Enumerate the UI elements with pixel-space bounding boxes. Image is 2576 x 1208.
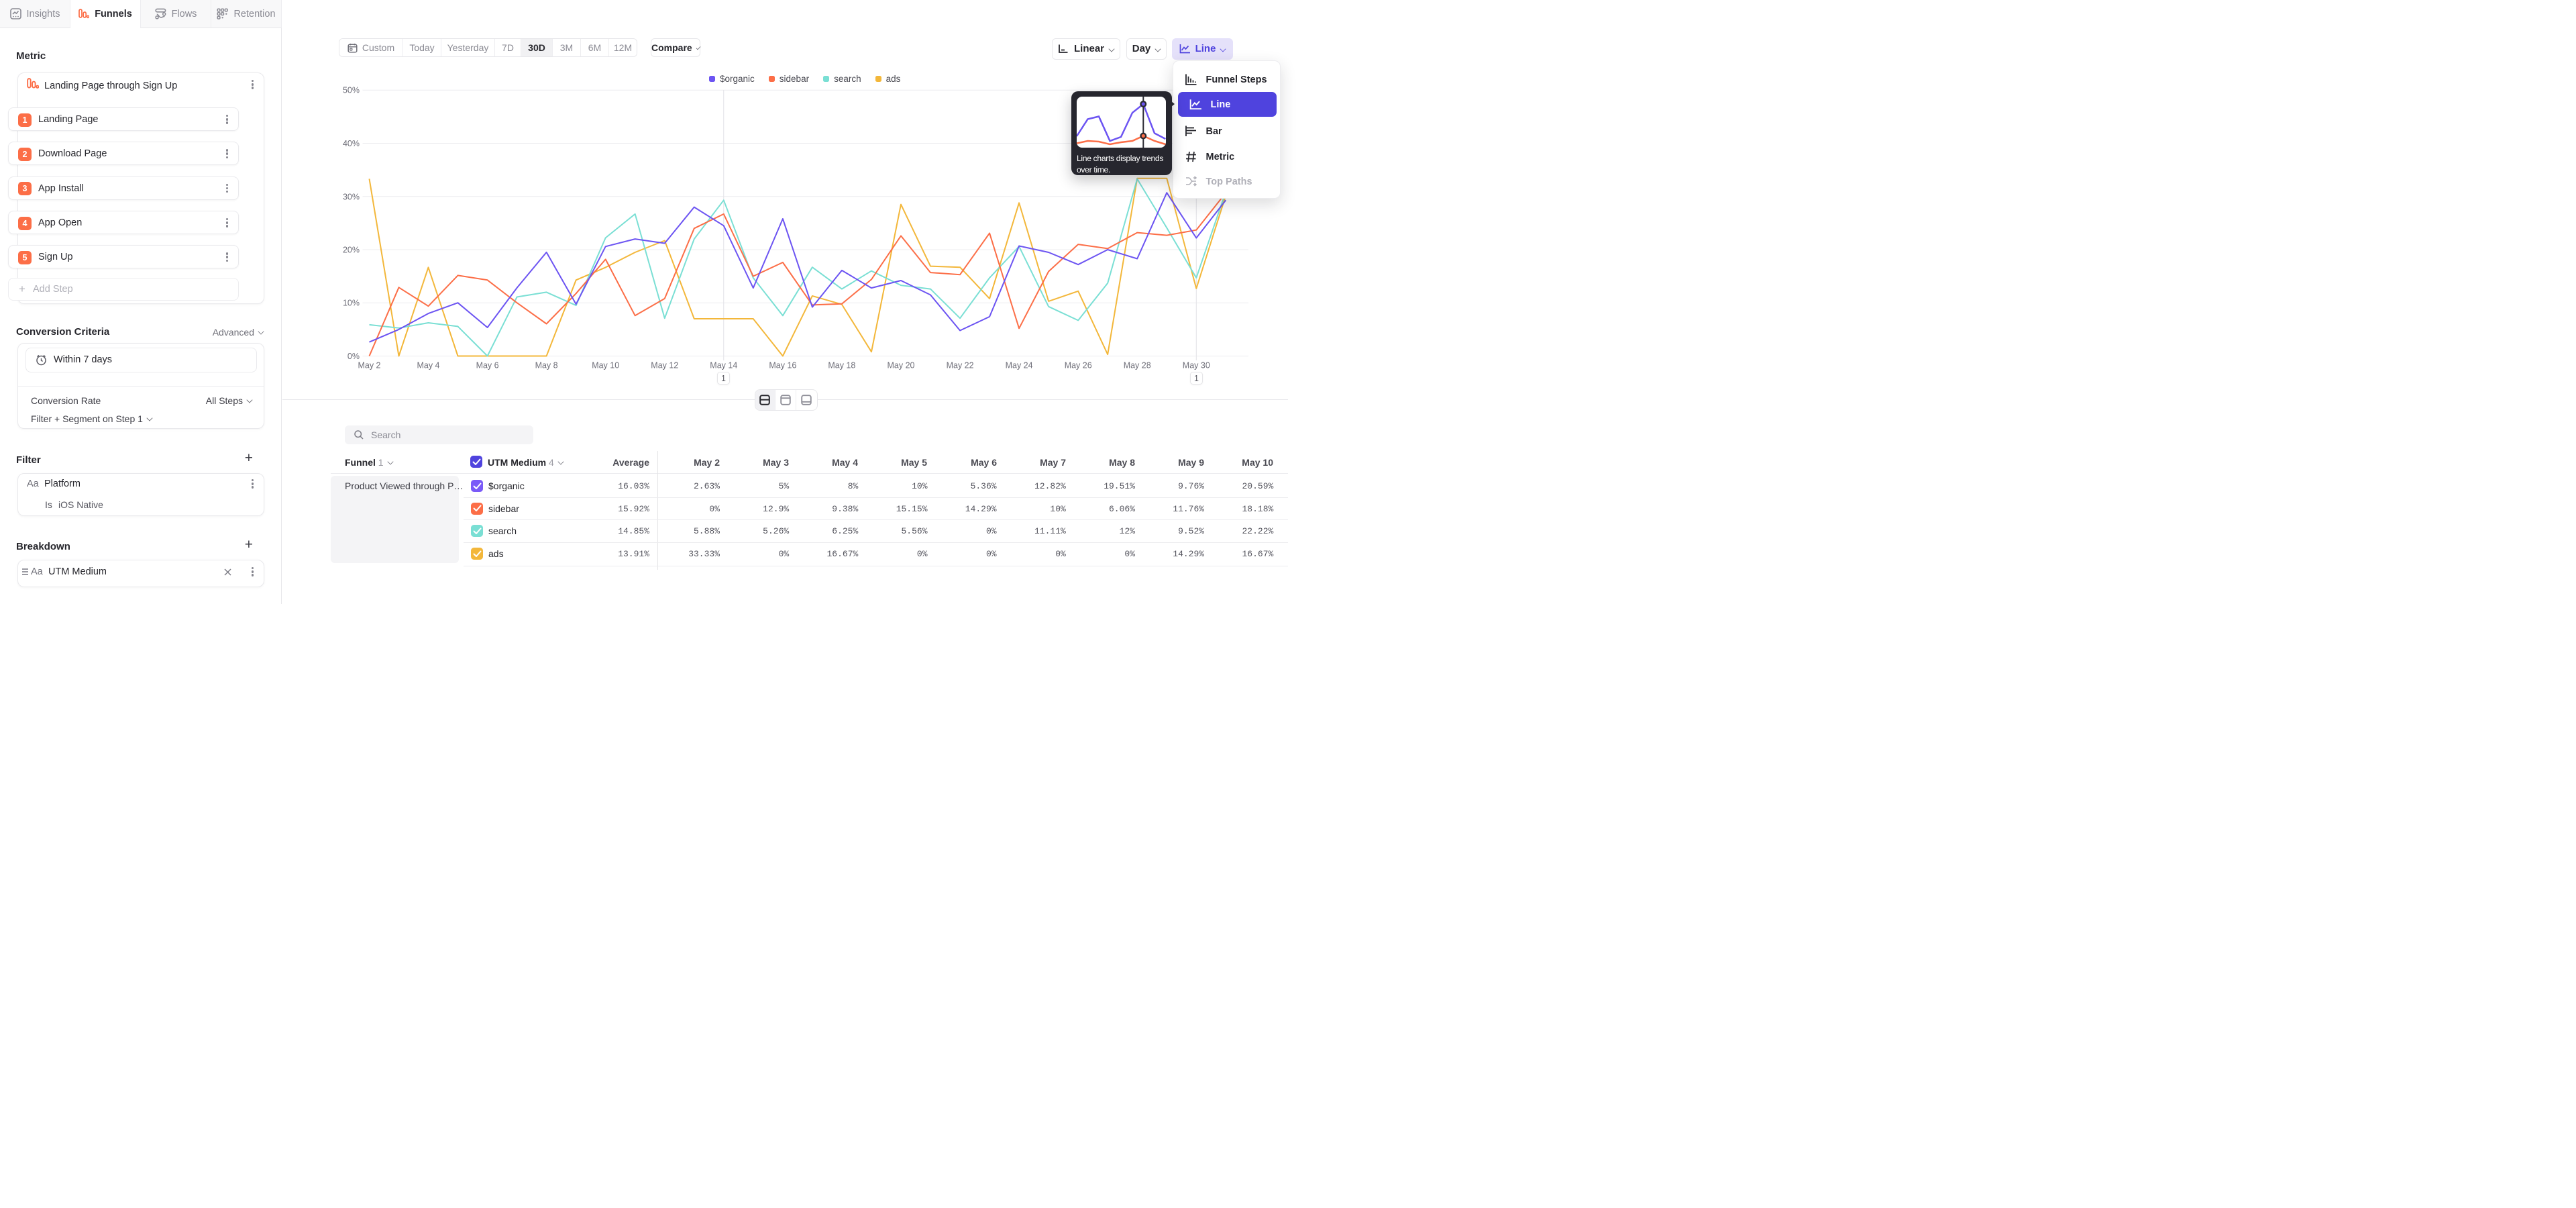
svg-text:May 2: May 2 (358, 361, 380, 370)
svg-text:May 28: May 28 (1124, 361, 1151, 370)
svg-text:May 20: May 20 (888, 361, 915, 370)
svg-text:May 10: May 10 (592, 361, 619, 370)
svg-text:40%: 40% (343, 139, 360, 148)
svg-text:May 24: May 24 (1006, 361, 1033, 370)
svg-text:20%: 20% (343, 246, 360, 255)
svg-text:May 18: May 18 (828, 361, 855, 370)
svg-text:0%: 0% (347, 352, 360, 361)
svg-text:May 14: May 14 (710, 361, 737, 370)
svg-text:May 6: May 6 (476, 361, 499, 370)
svg-text:May 16: May 16 (769, 361, 796, 370)
svg-text:May 4: May 4 (417, 361, 439, 370)
svg-text:50%: 50% (343, 86, 360, 95)
svg-text:30%: 30% (343, 192, 360, 201)
svg-text:10%: 10% (343, 299, 360, 308)
svg-text:May 12: May 12 (651, 361, 678, 370)
svg-text:May 30: May 30 (1183, 361, 1210, 370)
svg-text:May 22: May 22 (947, 361, 974, 370)
svg-text:May 26: May 26 (1065, 361, 1092, 370)
svg-text:May 8: May 8 (535, 361, 558, 370)
